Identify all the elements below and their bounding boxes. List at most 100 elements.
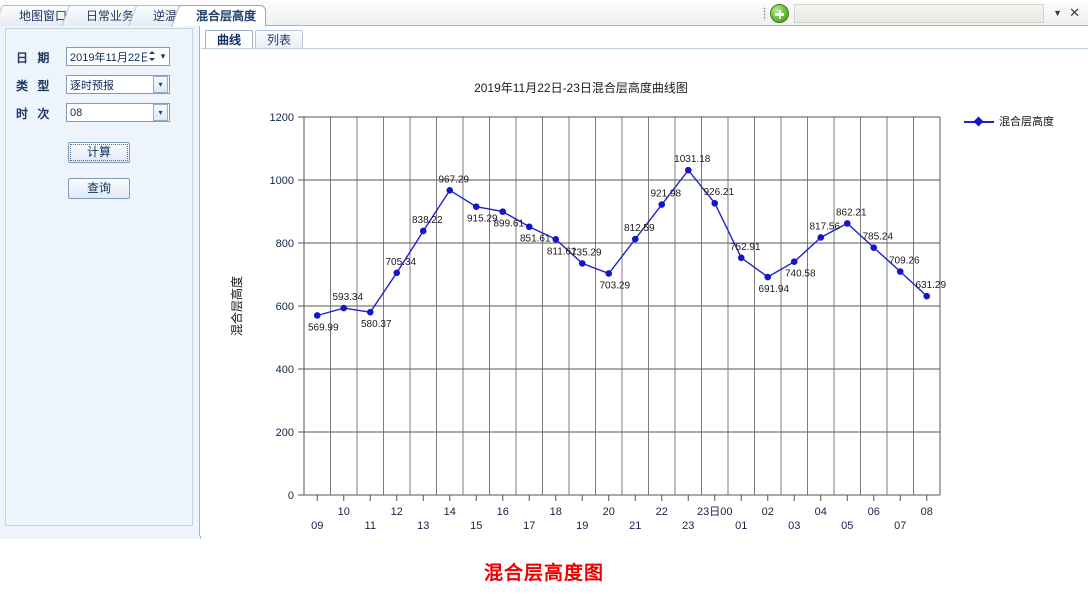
- x-axis-tick: 18: [550, 506, 562, 518]
- figure-caption: 混合层高度图: [483, 563, 604, 584]
- data-point: [472, 203, 480, 210]
- data-point: [366, 308, 374, 316]
- date-field[interactable]: 2019年11月22日 ▾: [66, 47, 170, 66]
- date-label: 日 期: [16, 51, 53, 65]
- chart-container: 2019年11月22日-23日混合层高度曲线图 混合层高度 0 200 400 600…: [201, 49, 1088, 536]
- x-axis-tick: 14: [444, 506, 456, 518]
- chart-legend: 混合层高度: [964, 113, 1054, 129]
- data-label: 862.21: [836, 207, 867, 218]
- data-point: [711, 199, 719, 207]
- data-point: [896, 268, 904, 275]
- data-point: [499, 208, 507, 215]
- date-value: 2019年11月22日: [70, 51, 147, 64]
- tab-mixing-layer-height[interactable]: 混合层高度: [181, 5, 267, 26]
- sidebar-panel: 日 期 2019年11月22日 ▾ 类 型 逐时预报 ▾ 时 次 08 ▾: [0, 26, 200, 536]
- x-axis-tick: 17: [523, 520, 535, 532]
- hour-value: 08: [70, 106, 83, 119]
- close-icon[interactable]: ✕: [1069, 5, 1080, 20]
- data-label: 705.34: [385, 257, 416, 268]
- x-axis-tick: 10: [338, 506, 350, 518]
- data-point: [843, 220, 851, 227]
- line-chart-plot: 0 200 400 600 800 1000 1200 09 10 11 12 13 14 15 16 17 1…: [229, 112, 946, 532]
- tab-list: 地图窗口 日常业务 逆温 混合层高度: [4, 3, 267, 26]
- tab-label: 日常业务: [86, 9, 135, 23]
- calculate-button[interactable]: 计算: [68, 142, 130, 163]
- series-line: [317, 169, 928, 317]
- sidebar-form: 日 期 2019年11月22日 ▾ 类 型 逐时预报 ▾ 时 次 08 ▾: [5, 28, 193, 526]
- content-tab-list: 曲线 列表: [205, 26, 305, 49]
- x-axis-tick: 23: [682, 520, 694, 532]
- data-point: [340, 304, 348, 312]
- data-point: [870, 244, 878, 251]
- field-row-date: 日 期 2019年11月22日 ▾: [16, 47, 186, 67]
- x-axis-tick: 21: [629, 520, 641, 532]
- chevron-down-icon[interactable]: ▼: [1053, 8, 1062, 18]
- y-axis-tick: 1000: [270, 175, 294, 187]
- tab-label: 逆温: [153, 9, 178, 23]
- data-label: 812.59: [624, 223, 655, 234]
- tab-map-window[interactable]: 地图窗口: [4, 5, 78, 26]
- data-point: [313, 312, 321, 319]
- data-point: [764, 273, 772, 281]
- data-label: 926.21: [703, 187, 734, 198]
- chevron-down-icon[interactable]: ▾: [153, 104, 168, 121]
- footer-band: 混合层高度图: [0, 536, 1088, 601]
- data-label: 817.56: [809, 221, 840, 232]
- data-point: [525, 223, 533, 231]
- tab-label: 地图窗口: [19, 9, 68, 23]
- toolbar-empty-area: [794, 4, 1044, 23]
- chevron-down-icon[interactable]: ▾: [153, 76, 168, 93]
- data-point: [658, 201, 666, 208]
- y-axis-tick: 600: [276, 301, 294, 313]
- data-label: 1031.18: [674, 154, 711, 165]
- data-label: 899.61: [493, 219, 524, 230]
- data-point: [419, 227, 427, 235]
- data-label: 569.99: [308, 322, 339, 333]
- tab-table[interactable]: 列表: [255, 30, 304, 49]
- x-axis-tick: 02: [762, 506, 774, 518]
- x-axis-tick: 12: [391, 506, 403, 518]
- data-point: [923, 292, 931, 300]
- x-axis-tick: 09: [311, 520, 323, 532]
- data-label: 709.26: [889, 256, 920, 267]
- data-label: 921.98: [650, 189, 681, 200]
- tab-label: 混合层高度: [196, 9, 257, 23]
- plus-circle-icon[interactable]: [770, 4, 789, 23]
- y-axis-tick: 800: [276, 238, 294, 250]
- x-axis-tick: 20: [603, 506, 615, 518]
- data-point: [578, 260, 586, 267]
- x-axis-tick: 19: [576, 520, 588, 532]
- chevron-down-icon[interactable]: ▾: [160, 51, 166, 61]
- tab-daily-business[interactable]: 日常业务: [71, 5, 145, 26]
- hour-combo[interactable]: 08 ▾: [66, 103, 170, 122]
- type-combo[interactable]: 逐时预报 ▾: [66, 75, 170, 94]
- data-label: 703.29: [599, 280, 630, 291]
- x-axis-tick: 07: [894, 520, 906, 532]
- query-button[interactable]: 查询: [68, 178, 130, 199]
- y-axis-tick: 400: [276, 364, 294, 376]
- data-label: 631.29: [915, 280, 946, 291]
- spinner-icon[interactable]: [147, 48, 156, 65]
- x-axis-tick: 13: [417, 520, 429, 532]
- x-axis-tick: 16: [497, 506, 509, 518]
- data-label: 740.58: [785, 269, 816, 280]
- data-label: 593.34: [332, 292, 363, 303]
- x-axis-tick: 22: [656, 506, 668, 518]
- data-point: [817, 234, 825, 241]
- tab-divider: [201, 48, 1088, 49]
- tab-curve[interactable]: 曲线: [205, 30, 254, 49]
- data-label: 967.29: [438, 174, 469, 185]
- x-axis-tick: 08: [921, 506, 933, 518]
- data-label: 915.29: [467, 214, 498, 225]
- data-point: [605, 270, 613, 277]
- x-axis-tick: 05: [841, 520, 853, 532]
- x-axis-tick: 03: [788, 520, 800, 532]
- y-axis-title: 混合层高度: [229, 276, 244, 336]
- x-axis-tick: 04: [815, 506, 827, 518]
- legend-marker-icon: [964, 116, 994, 126]
- data-point: [790, 258, 798, 266]
- hour-label: 时 次: [16, 107, 53, 121]
- x-axis-tick: 23日00: [697, 506, 732, 518]
- window-tabstrip: 地图窗口 日常业务 逆温 混合层高度 ▼ ✕: [0, 0, 1088, 26]
